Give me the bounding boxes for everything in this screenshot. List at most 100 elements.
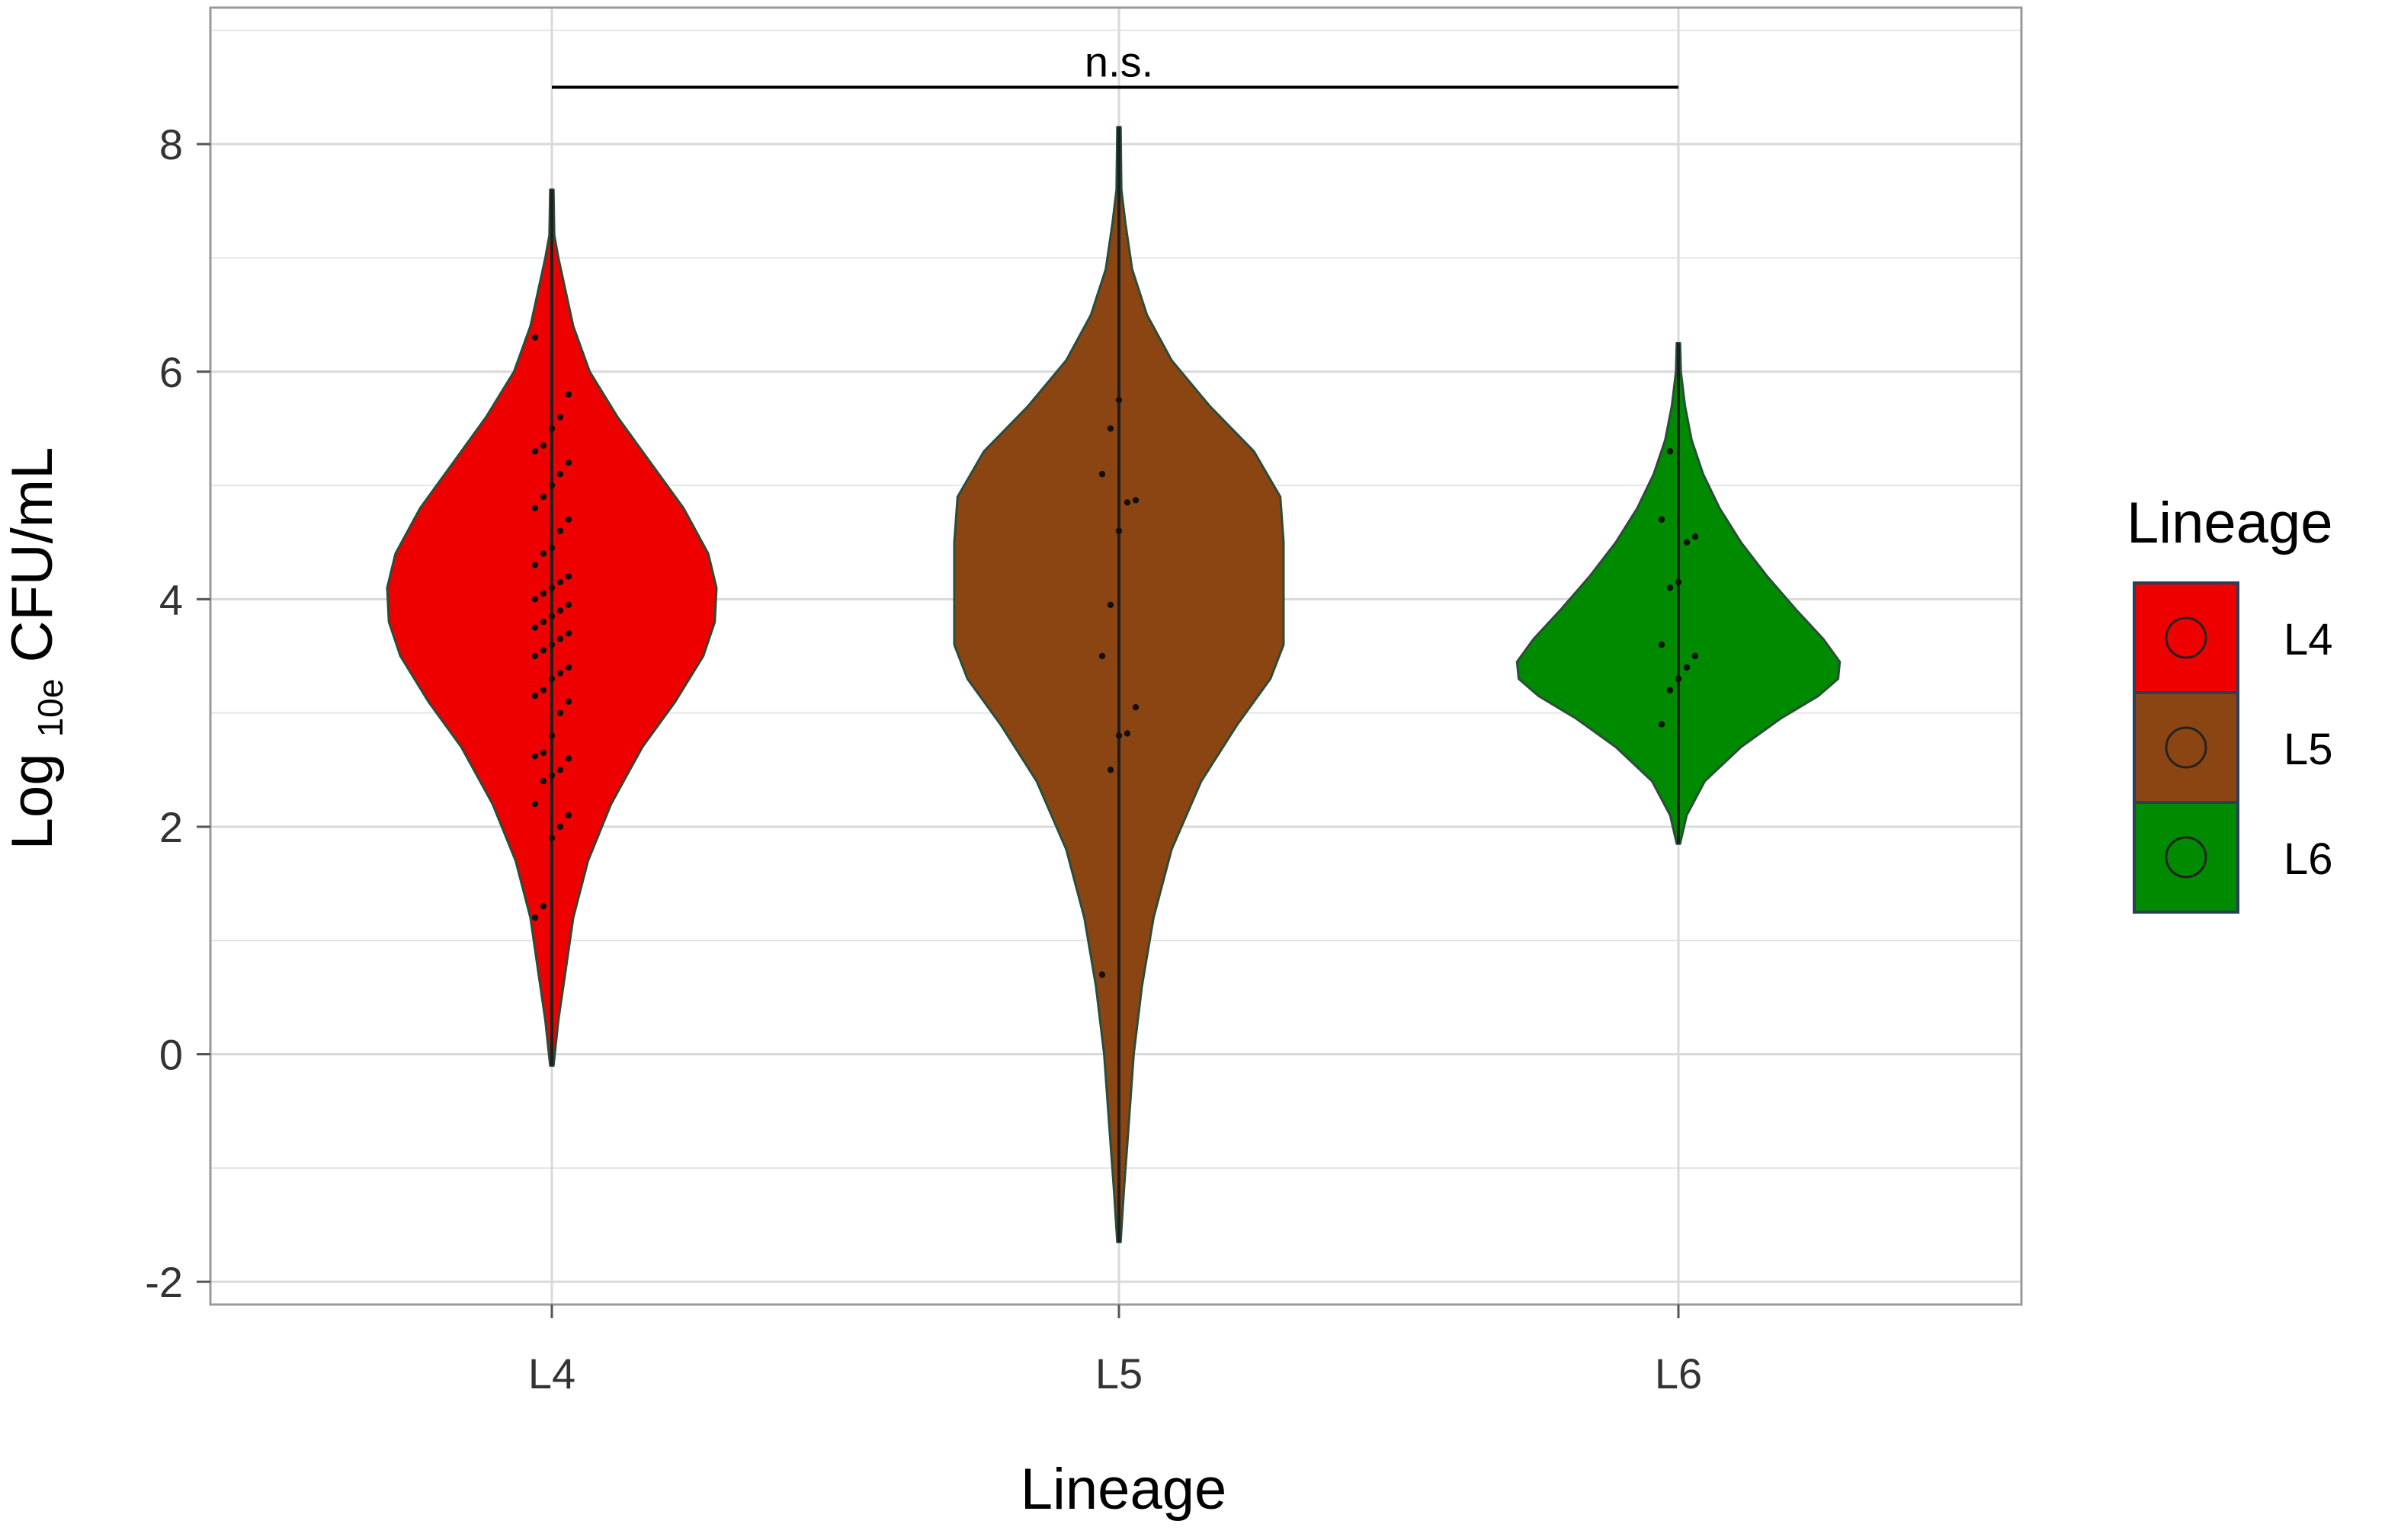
data-point [540,619,547,626]
data-point [1107,601,1114,609]
data-point [1098,652,1106,660]
data-point [1666,687,1674,693]
data-point [548,613,556,620]
y-tick-label: 4 [159,575,183,623]
data-point [1132,703,1140,711]
data-point [531,914,539,921]
legend-key-l4 [2133,581,2239,694]
significance-annotation: n.s. [552,38,1678,89]
data-point [556,709,564,716]
data-point [556,636,564,642]
significance-label: n.s. [1085,38,1153,86]
data-point [540,493,547,501]
data-point [540,590,547,597]
data-point [1675,578,1682,586]
data-point [1658,721,1665,728]
data-point [548,675,556,683]
data-point [1115,527,1123,534]
data-point [1132,497,1140,504]
legend-key-circle-icon [2165,726,2207,769]
data-point [1115,396,1123,404]
x-axis-title: Lineage [1021,1457,1227,1522]
data-point [548,772,556,779]
legend: Lineage L4 L5 L6 [2127,491,2333,914]
violin-layer [386,126,1842,1244]
data-point [1115,732,1123,739]
data-point [540,903,547,910]
data-point [565,664,572,671]
data-point [531,693,539,700]
data-point [565,755,572,762]
data-point [1107,425,1114,432]
legend-key-l6 [2133,801,2239,914]
points-layer [531,334,1699,978]
y-tick-label: 8 [159,120,183,168]
data-point [548,732,556,739]
data-point [548,544,556,552]
y-tick-label: 6 [159,348,183,396]
data-point [1691,652,1699,660]
x-tick-label: L4 [528,1350,575,1398]
x-tick-label: L5 [1095,1350,1143,1398]
data-point [531,448,539,455]
legend-key-l5 [2133,691,2239,804]
y-tick-label: -2 [145,1258,183,1306]
data-point [1683,664,1691,671]
legend-key-circle-icon [2165,836,2207,879]
data-point [1107,767,1114,773]
data-point [565,629,572,637]
legend-label: L5 [2284,725,2333,774]
data-point [1666,584,1674,591]
data-point [540,647,547,654]
y-axis-title-suffix: CFU/mL [0,447,65,663]
data-point [531,562,539,568]
data-point [1666,448,1674,455]
data-point [556,823,564,831]
data-point [548,834,556,842]
data-point [548,482,556,489]
data-point [548,641,556,648]
data-point [531,504,539,512]
data-point [540,687,547,693]
data-point [565,573,572,580]
data-point [1658,516,1665,523]
data-point [565,391,572,398]
data-point [556,414,564,421]
data-point [1691,533,1699,540]
data-point [565,516,572,523]
legend-label: L6 [2284,834,2333,884]
data-point [556,670,564,677]
data-point [565,601,572,609]
y-axis-title-subscript: 10e [30,679,70,738]
data-point [531,624,539,631]
data-point [531,800,539,808]
data-point [556,527,564,534]
legend-title: Lineage [2127,491,2333,555]
data-point [531,596,539,603]
data-point [1124,730,1131,737]
data-point [556,767,564,773]
data-point [540,442,547,449]
axis-layer: -2 0 2 4 6 8 L4 L5 L6 [145,120,1702,1398]
data-point [548,584,556,591]
data-point [565,459,572,466]
data-point [540,749,547,757]
data-point [556,578,564,586]
data-point [531,334,539,341]
data-point [1675,675,1682,683]
legend-key-circle-icon [2165,616,2207,659]
data-point [1658,641,1665,648]
data-point [565,812,572,819]
data-point [556,607,564,614]
data-point [1098,470,1106,478]
y-tick-label: 0 [159,1031,183,1079]
x-tick-label: L6 [1655,1350,1702,1398]
data-point [531,753,539,760]
plot-border [209,6,2023,1306]
data-point [540,550,547,557]
data-point [540,778,547,785]
y-tick-label: 2 [159,803,183,851]
y-axis-title-prefix: Log [0,754,65,850]
data-point [548,425,556,432]
